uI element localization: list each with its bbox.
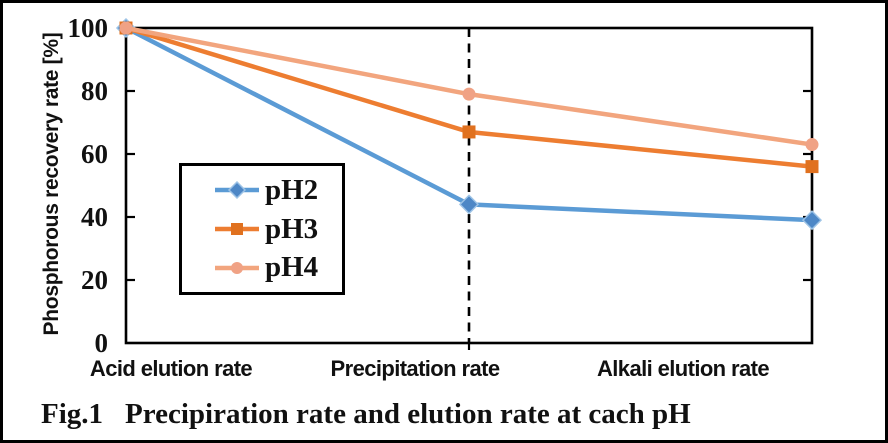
legend-row: pH4 xyxy=(214,253,342,282)
figure-caption: Fig.1 Precipiration rate and elution rate… xyxy=(41,398,691,430)
x-category-label-alkali-elution: Alkali elution rate xyxy=(597,356,770,381)
y-tick-label-40: 40 xyxy=(81,202,108,232)
caption-text: Precipiration rate and elution rate at c… xyxy=(125,398,691,430)
y-tick-label-0: 0 xyxy=(94,328,109,358)
legend: pH2 pH3 pH4 xyxy=(179,163,345,295)
marker-pH2-1 xyxy=(458,194,480,215)
y-tick-label-100: 100 xyxy=(67,13,109,43)
legend-row: pH3 xyxy=(214,212,342,245)
line-chart-canvas xyxy=(115,17,823,350)
marker-pH4-1 xyxy=(462,87,476,101)
legend-row: pH2 xyxy=(214,173,342,206)
legend-ph2-marker-icon xyxy=(215,181,259,200)
marker-pH4-2 xyxy=(805,138,819,152)
legend-label: pH2 xyxy=(265,173,319,206)
legend-label: pH4 xyxy=(265,251,319,284)
legend-ph3-marker-icon xyxy=(215,223,259,235)
y-tick-label-60: 60 xyxy=(81,139,108,169)
caption-prefix: Fig.1 xyxy=(41,398,104,430)
y-tick-label-80: 80 xyxy=(81,76,108,106)
marker-pH3-2 xyxy=(805,160,819,174)
x-category-label-precipitation: Precipitation rate xyxy=(330,356,501,381)
x-category-label-acid-elution: Acid elution rate xyxy=(89,356,253,381)
marker-pH2-legend xyxy=(227,181,247,200)
y-tick-label-20: 20 xyxy=(81,265,108,295)
legend-label: pH3 xyxy=(265,212,319,245)
marker-pH2-2 xyxy=(801,210,823,231)
marker-pH4-legend xyxy=(231,261,243,274)
legend-ph4-marker-icon xyxy=(215,261,259,274)
marker-pH3-legend xyxy=(231,223,243,235)
marker-pH3-1 xyxy=(462,125,476,139)
marker-pH4-0 xyxy=(119,21,133,35)
